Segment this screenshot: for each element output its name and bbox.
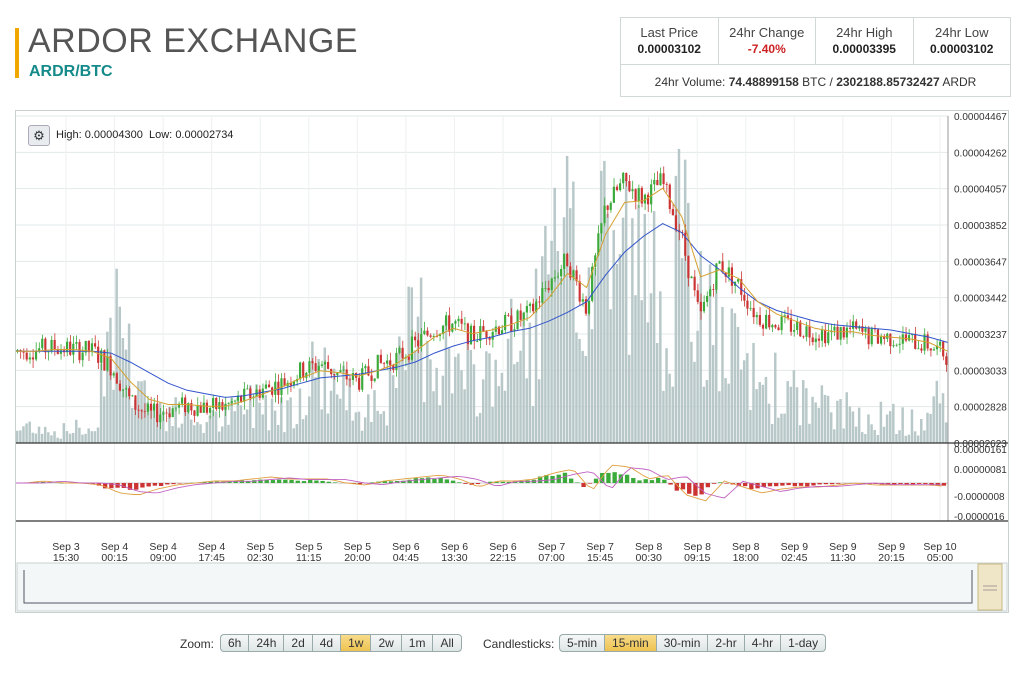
zoom-label: Zoom: bbox=[180, 637, 215, 651]
zoom-button[interactable]: 2w bbox=[370, 634, 401, 652]
market-stats-panel: Last Price 0.00003102 24hr Change -7.40%… bbox=[620, 17, 1011, 97]
stat-label: 24hr Low bbox=[935, 25, 989, 40]
candlestick-button[interactable]: 5-min bbox=[559, 634, 605, 652]
stat-last-price: Last Price 0.00003102 bbox=[621, 18, 719, 64]
stat-value: 0.00003102 bbox=[637, 42, 701, 56]
stat-label: 24hr High bbox=[836, 25, 893, 40]
candlestick-button[interactable]: 30-min bbox=[655, 634, 708, 652]
zoom-button[interactable]: 1w bbox=[340, 634, 371, 652]
chart-low-value: 0.00002734 bbox=[175, 129, 234, 141]
volume-ardr: 2302188.85732427 bbox=[836, 75, 940, 89]
zoom-button[interactable]: 4d bbox=[311, 634, 341, 652]
stat-24hr-volume: 24hr Volume: 74.48899158 BTC / 2302188.8… bbox=[621, 65, 1010, 89]
candlestick-button[interactable]: 4-hr bbox=[743, 634, 781, 652]
candlestick-button[interactable]: 1-day bbox=[780, 634, 827, 652]
zoom-button[interactable]: All bbox=[432, 634, 462, 652]
chart-low-label: Low: bbox=[149, 129, 173, 141]
stat-label: 24hr Change bbox=[729, 25, 805, 40]
chart-settings-gear-icon[interactable]: ⚙ bbox=[28, 125, 50, 146]
stat-24hr-low: 24hr Low 0.00003102 bbox=[914, 18, 1011, 64]
zoom-button[interactable]: 1m bbox=[400, 634, 433, 652]
chart-high-value: 0.00004300 bbox=[84, 129, 143, 141]
zoom-button-group: 6h 24h 2d 4d 1w 2w 1m All bbox=[220, 634, 462, 652]
stat-label: Last Price bbox=[640, 25, 699, 40]
price-chart-container[interactable] bbox=[15, 110, 1009, 613]
volume-btc: 74.48899158 bbox=[728, 75, 799, 89]
chart-high-low-readout: High: 0.00004300 Low: 0.00002734 bbox=[56, 129, 233, 141]
candlestick-button[interactable]: 2-hr bbox=[707, 634, 744, 652]
chart-high-label: High: bbox=[56, 129, 82, 141]
stat-value: -7.40% bbox=[747, 42, 786, 56]
zoom-button[interactable]: 2d bbox=[283, 634, 312, 652]
stat-24hr-high: 24hr High 0.00003395 bbox=[816, 18, 914, 64]
candlestick-button[interactable]: 15-min bbox=[604, 634, 656, 652]
stat-value: 0.00003102 bbox=[930, 42, 994, 56]
zoom-button[interactable]: 6h bbox=[220, 634, 249, 652]
volume-btc-unit: BTC bbox=[802, 75, 827, 89]
zoom-button[interactable]: 24h bbox=[248, 634, 284, 652]
market-pair: ARDR/BTC bbox=[29, 63, 113, 80]
volume-label: 24hr Volume: bbox=[654, 75, 726, 89]
stat-value: 0.00003395 bbox=[832, 42, 896, 56]
candlesticks-label: Candlesticks: bbox=[483, 637, 555, 651]
title-accent-bar bbox=[15, 28, 19, 78]
stat-24hr-change: 24hr Change -7.40% bbox=[719, 18, 816, 64]
candlestick-button-group: 5-min 15-min 30-min 2-hr 4-hr 1-day bbox=[559, 634, 827, 652]
page-title: ARDOR EXCHANGE bbox=[28, 22, 359, 60]
volume-separator: / bbox=[829, 75, 833, 89]
volume-ardr-unit: ARDR bbox=[942, 75, 977, 89]
